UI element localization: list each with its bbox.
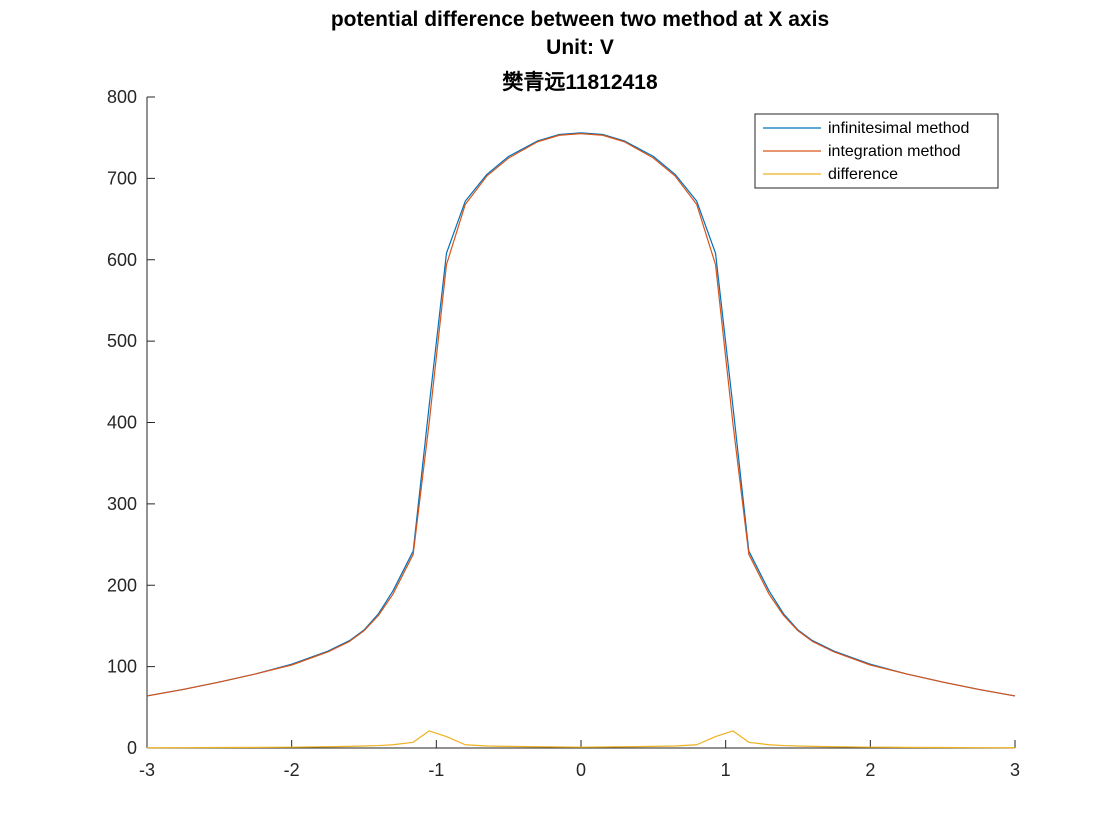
y-tick-label: 700: [107, 168, 137, 188]
y-tick-label: 100: [107, 657, 137, 677]
y-tick-label: 800: [107, 87, 137, 107]
legend-label: integration method: [828, 143, 961, 160]
series-line-difference: [146, 730, 1016, 749]
chart-title-line-2: Unit: V: [546, 36, 614, 59]
y-tick-label: 500: [107, 331, 137, 351]
x-tick-label: 1: [721, 760, 731, 780]
series-line-integration-method: [146, 133, 1016, 697]
x-tick-label: -3: [139, 760, 155, 780]
y-tick-label: 600: [107, 250, 137, 270]
chart-title-line-1: potential difference between two method …: [330, 8, 830, 31]
chart-title-line-3: 樊青远11812418: [502, 71, 658, 94]
legend-label: infinitesimal method: [828, 120, 969, 137]
y-tick-label: 0: [127, 738, 137, 758]
series-line-infinitesimal-method: [146, 132, 1016, 697]
y-tick-label: 200: [107, 575, 137, 595]
series-lines: [146, 132, 1016, 749]
x-tick-label: 0: [576, 760, 586, 780]
legend: infinitesimal method integration method di…: [754, 113, 999, 189]
x-tick-label: 3: [1010, 760, 1020, 780]
x-tick-label: 2: [865, 760, 875, 780]
x-tick-label: -1: [428, 760, 444, 780]
axes: -3 -2 -1 0 1 2 3 0 100 200 300 400 500 600 700 800: [107, 87, 1020, 780]
y-tick-label: 300: [107, 494, 137, 514]
legend-label: difference: [828, 166, 898, 183]
x-tick-label: -2: [284, 760, 300, 780]
y-tick-label: 400: [107, 413, 137, 433]
